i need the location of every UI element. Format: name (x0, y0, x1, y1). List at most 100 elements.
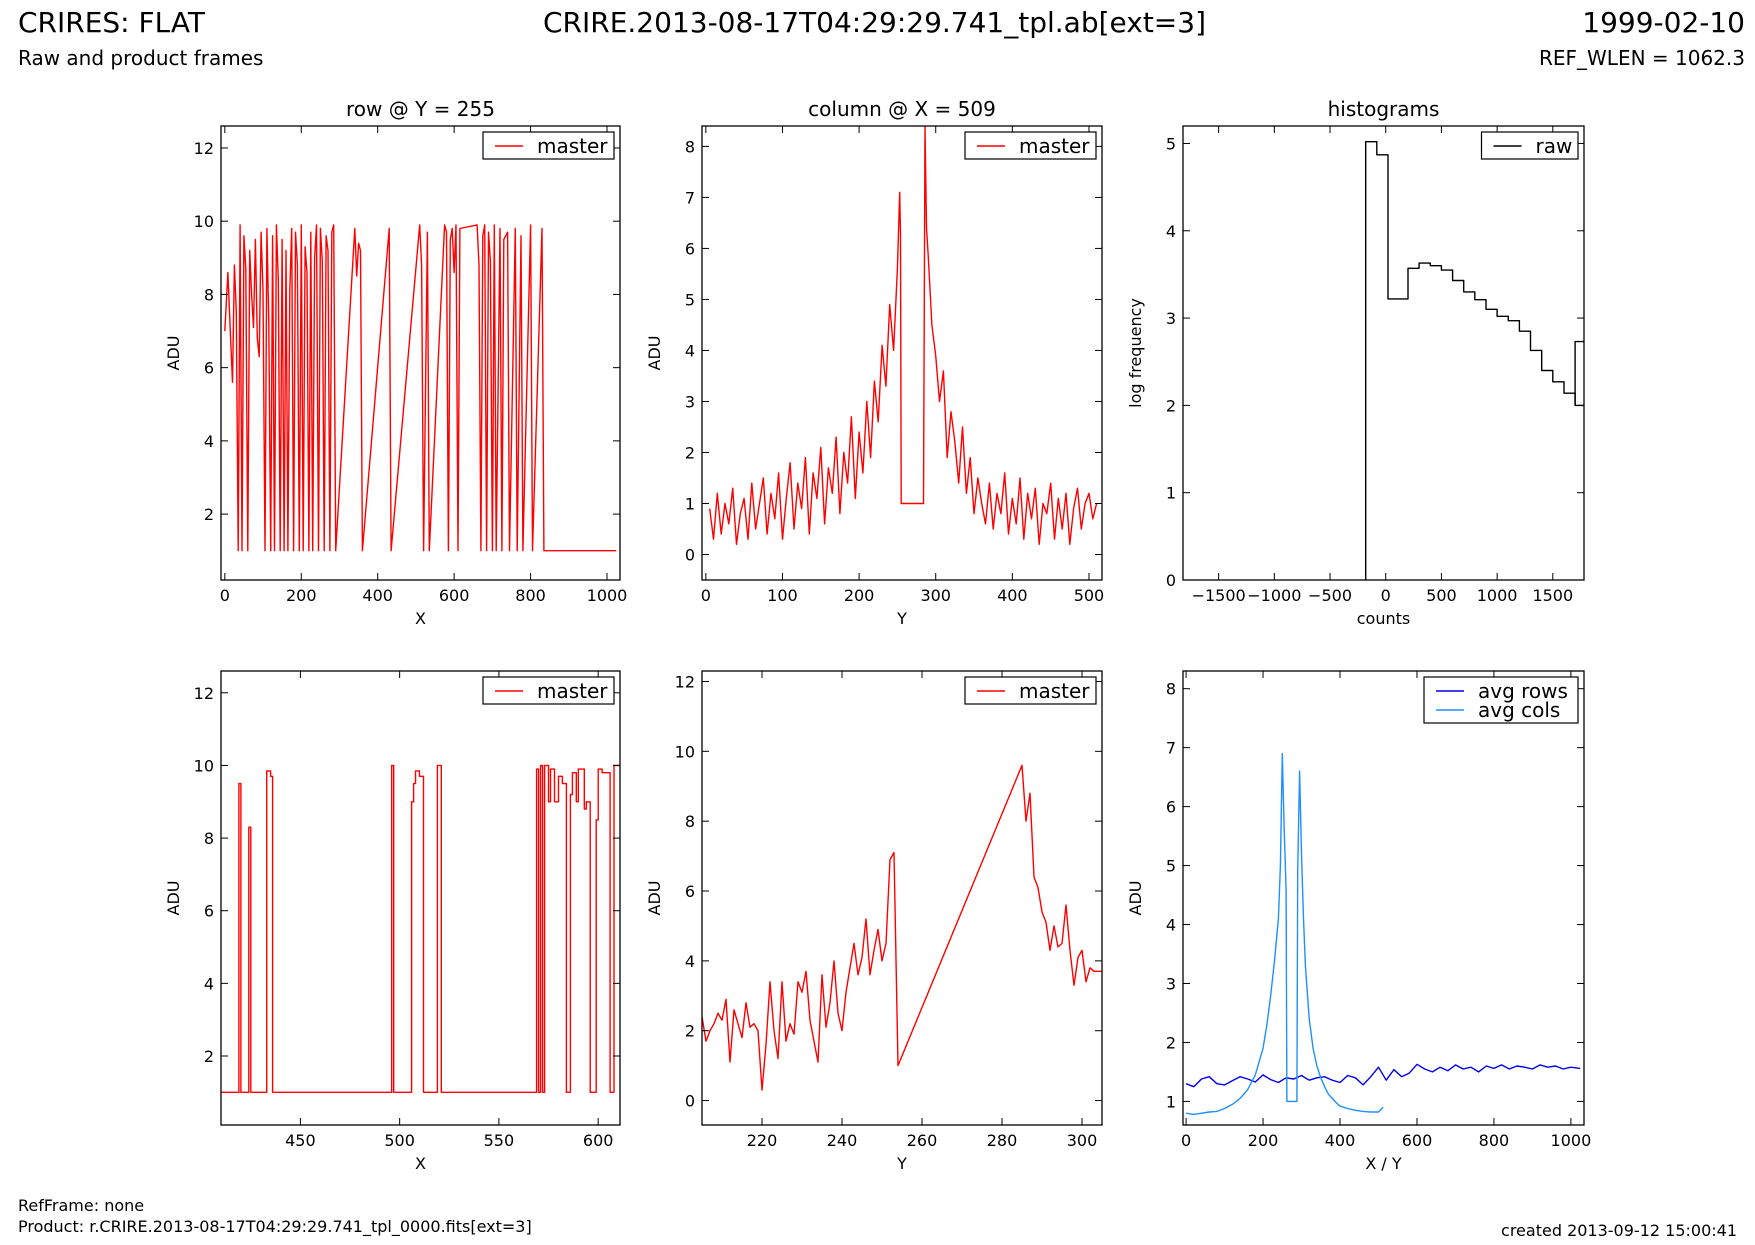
y-tick-label: 1 (1166, 484, 1176, 503)
x-tick-label: 200 (844, 586, 875, 605)
x-axis-label: counts (1357, 609, 1410, 628)
x-tick-label: 240 (827, 1131, 858, 1150)
y-tick-label: 4 (1166, 222, 1176, 241)
subtitle: Raw and product frames (18, 46, 264, 70)
x-tick-label: 400 (1325, 1131, 1356, 1150)
x-tick-label: −500 (1308, 586, 1352, 605)
y-tick-label: 10 (675, 742, 695, 761)
plot-frame (220, 670, 621, 1126)
x-tick-label: 600 (439, 586, 470, 605)
created-label: created 2013-09-12 15:00:41 (1501, 1221, 1737, 1240)
y-tick-label: 2 (1166, 1033, 1176, 1052)
y-tick-label: 1 (685, 494, 695, 513)
legend-label: master (537, 134, 608, 158)
legend: master (482, 676, 615, 705)
x-axis-label: Y (896, 1154, 907, 1173)
y-tick-label: 4 (685, 341, 695, 360)
plot-frame (701, 670, 1103, 1126)
x-tick-label: 450 (285, 1131, 316, 1150)
y-tick-label: 10 (194, 756, 214, 775)
y-tick-label: 12 (675, 672, 695, 691)
x-axis-label: X / Y (1365, 1154, 1402, 1173)
y-tick-label: 6 (685, 239, 695, 258)
y-axis-label: ADU (645, 881, 664, 916)
y-axis-label: ADU (645, 336, 664, 371)
legend: master (964, 131, 1097, 160)
y-tick-label: 6 (685, 882, 695, 901)
y-tick-label: 8 (204, 829, 214, 848)
y-tick-label: 1 (1166, 1092, 1176, 1111)
x-tick-label: 550 (484, 1131, 515, 1150)
x-tick-label: 400 (997, 586, 1028, 605)
x-tick-label: 0 (1381, 586, 1391, 605)
legend-label: avg rows (1478, 679, 1568, 703)
y-tick-label: 6 (204, 359, 214, 378)
series-line-avg-cols (1185, 752, 1384, 1116)
series-line-master (709, 126, 1098, 545)
row-plot: 0 200 400 600 800 1000 2 4 6 8 10 12 row @ Y = 255 X A… (164, 97, 627, 628)
plot-frame (1182, 125, 1585, 581)
y-axis-label: log frequency (1126, 298, 1145, 408)
y-tick-label: 5 (1166, 134, 1176, 153)
x-tick-label: 300 (1067, 1131, 1098, 1150)
y-tick-label: 2 (1166, 396, 1176, 415)
x-tick-label: 0 (1181, 1131, 1191, 1150)
y-axis-label: ADU (164, 336, 183, 371)
x-tick-label: 400 (362, 586, 393, 605)
product-label: Product: r.CRIRE.2013-08-17T04:29:29.741… (18, 1217, 532, 1236)
legend-label: master (537, 679, 608, 703)
column-plot: 0 100 200 300 400 500 0 1 2 3 4 5 6 7 8 column @ X = 50… (645, 97, 1104, 628)
plot-frame (701, 125, 1103, 581)
series-line-raw (1364, 140, 1584, 580)
legend-box (1423, 676, 1579, 724)
x-tick-label: 260 (907, 1131, 938, 1150)
y-tick-label: 4 (1166, 916, 1176, 935)
x-tick-label: 600 (1402, 1131, 1433, 1150)
x-axis-label: X (415, 609, 426, 628)
y-tick-label: 0 (685, 545, 695, 564)
y-tick-label: 8 (685, 812, 695, 831)
plot-title: column @ X = 509 (808, 97, 996, 121)
y-tick-label: 4 (685, 952, 695, 971)
x-tick-label: 200 (286, 586, 317, 605)
y-tick-label: 2 (204, 1047, 214, 1066)
x-tick-label: 280 (987, 1131, 1018, 1150)
x-tick-label: 0 (701, 586, 711, 605)
x-tick-label: −1500 (1192, 586, 1246, 605)
x-tick-label: 1000 (587, 586, 628, 605)
y-tick-label: 7 (1166, 739, 1176, 758)
y-tick-label: 2 (685, 443, 695, 462)
legend: master (964, 676, 1097, 705)
x-tick-label: −1000 (1247, 586, 1301, 605)
series-line-master (221, 764, 620, 1094)
y-tick-label: 2 (685, 1022, 695, 1041)
y-tick-label: 3 (1166, 974, 1176, 993)
y-tick-label: 7 (685, 188, 695, 207)
y-tick-label: 8 (1166, 680, 1176, 699)
x-tick-label: 1500 (1532, 586, 1573, 605)
x-tick-label: 200 (1248, 1131, 1279, 1150)
column-zoom-plot: 220 240 260 280 300 0 2 4 6 8 10 12 Y ADU master (645, 670, 1103, 1173)
x-tick-label: 500 (384, 1131, 415, 1150)
y-tick-label: 8 (685, 137, 695, 156)
histogram-plot: −1500 −1000 −500 0 500 1000 1500 0 1 2 3 4 5 histogra… (1126, 97, 1585, 628)
legend-label: master (1019, 134, 1090, 158)
series-line-master (702, 764, 1102, 1091)
series-line-master (224, 224, 617, 552)
plot-frame (220, 125, 621, 581)
y-tick-label: 0 (685, 1092, 695, 1111)
main-title: CRIRES: FLAT (18, 6, 205, 39)
row-zoom-plot: 450 500 550 600 2 4 6 8 10 12 X ADU master (164, 670, 621, 1173)
plot-title: histograms (1328, 97, 1440, 121)
y-tick-label: 12 (194, 139, 214, 158)
x-tick-label: 800 (515, 586, 546, 605)
y-tick-label: 4 (204, 974, 214, 993)
x-tick-label: 500 (1426, 586, 1457, 605)
y-axis-label: ADU (164, 881, 183, 916)
refframe-label: RefFrame: none (18, 1196, 145, 1215)
x-tick-label: 300 (920, 586, 951, 605)
y-axis-label: ADU (1126, 881, 1145, 916)
x-axis-label: Y (896, 609, 907, 628)
